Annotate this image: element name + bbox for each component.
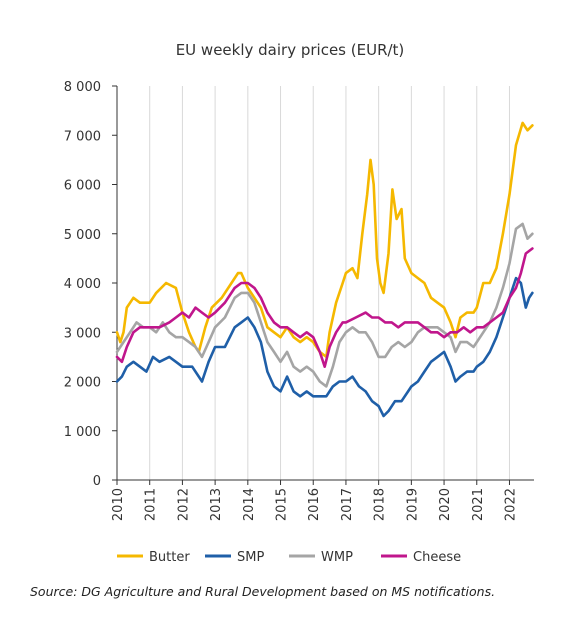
legend-label-wmp: WMP: [321, 550, 353, 565]
y-tick-label: 4 000: [64, 277, 101, 292]
y-tick-label: 1 000: [64, 425, 101, 440]
y-tick-label: 2 000: [64, 376, 101, 391]
y-tick-label: 5 000: [64, 228, 101, 243]
y-axis-ticks: 0 1 000 2 000 3 000 4 000 5 000 6 000 7 000 8 00…: [64, 80, 117, 489]
y-tick-label: 7 000: [64, 129, 101, 144]
x-tick-label: 2021: [471, 488, 486, 521]
x-tick-label: 2011: [144, 488, 159, 521]
x-tick-label: 2013: [209, 488, 224, 521]
legend-label-smp: SMP: [237, 550, 264, 565]
series-line-wmp: [115, 222, 534, 388]
source-note: Source: DG Agriculture and Rural Develop…: [30, 584, 496, 599]
axes: [116, 86, 534, 481]
x-tick-label: 2015: [275, 488, 290, 521]
x-tick-label: 2019: [405, 488, 420, 521]
x-tick-label: 2016: [307, 488, 322, 521]
legend-label-butter: Butter: [149, 550, 190, 565]
series-line-cheese: [115, 247, 534, 368]
y-tick-label: 8 000: [64, 80, 101, 95]
x-axis-ticks: 2010 2011 2012 2013 2014 2015 2016 2017 2018 2019…: [111, 480, 518, 521]
series-lines: [115, 121, 534, 418]
y-tick-label: 0: [93, 474, 101, 489]
chart-title: EU weekly dairy prices (EUR/t): [176, 41, 405, 59]
legend-label-cheese: Cheese: [413, 550, 461, 565]
x-tick-label: 2020: [438, 488, 453, 521]
x-tick-label: 2022: [503, 488, 518, 521]
y-tick-label: 3 000: [64, 326, 101, 341]
x-tick-label: 2017: [340, 488, 355, 521]
y-tick-label: 6 000: [64, 179, 101, 194]
x-tick-label: 2014: [242, 488, 257, 521]
x-tick-label: 2018: [373, 488, 388, 521]
series-line-smp: [115, 276, 534, 418]
legend: Butter SMP WMP Cheese: [117, 550, 461, 565]
series-line-butter: [115, 121, 534, 359]
x-tick-label: 2012: [176, 488, 191, 521]
x-tick-label: 2010: [111, 488, 126, 521]
grid-lines: [116, 86, 510, 480]
